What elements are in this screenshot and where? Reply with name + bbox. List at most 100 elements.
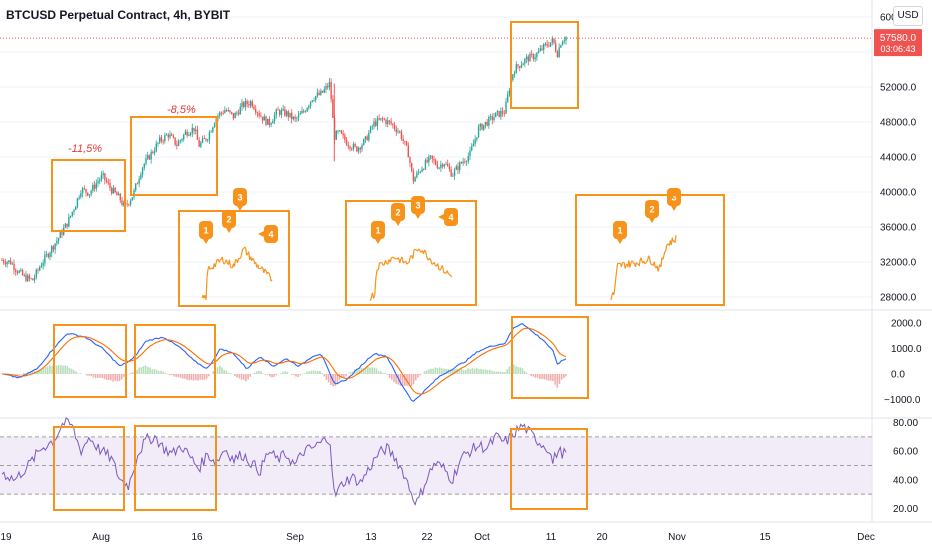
macd-histogram-bar: [201, 374, 204, 380]
candle-body: [23, 274, 25, 276]
macd-line: [1, 322, 567, 402]
candle-body: [435, 160, 437, 165]
candle-body: [486, 121, 488, 126]
fractal-line-2: [402, 261, 405, 264]
candle-body: [49, 253, 51, 258]
macd-histogram-bar: [269, 374, 271, 377]
macd-histogram-bar: [175, 374, 178, 378]
candle-body: [234, 113, 236, 119]
candle-body: [4, 262, 7, 265]
macd-histogram-bar: [282, 371, 284, 374]
candle-body: [505, 101, 507, 114]
candle-body: [277, 109, 279, 111]
candle-body: [191, 127, 193, 134]
candle-body: [54, 243, 56, 250]
candle-body: [500, 110, 502, 117]
candle-body: [177, 141, 180, 146]
time-axis[interactable]: 19 Aug 16 Sep 13 22 Oct 11 20 Nov 15 Dec: [0, 532, 874, 543]
macd-histogram-bar: [327, 374, 330, 383]
candle-body: [263, 116, 265, 121]
bubble-label: 1: [617, 226, 622, 236]
macd-histogram-bar: [118, 374, 121, 382]
candle-body: [6, 261, 8, 265]
macd-histogram-bar: [70, 368, 73, 374]
fractal-line-1: [221, 256, 224, 263]
bubble-tail: [649, 218, 655, 223]
macd-histogram-bar: [417, 374, 419, 378]
fractal-line-2: [406, 262, 409, 265]
candle-body: [9, 260, 12, 265]
candle-body: [15, 270, 17, 272]
candle-body: [339, 130, 341, 132]
candle-body: [273, 115, 276, 122]
macd-axis[interactable]: 2000.0 1000.0 0.0 −1000.0: [884, 319, 922, 407]
macd-histogram-bar: [144, 365, 147, 374]
bubble-tail: [617, 239, 623, 244]
macd-histogram-bar: [208, 374, 210, 377]
macd-histogram-bar: [436, 367, 439, 374]
candle-body: [30, 278, 32, 280]
fractal-line-2: [394, 257, 397, 260]
macd-histogram-bar: [42, 367, 45, 374]
candle-body: [556, 51, 559, 57]
candle-body: [201, 138, 204, 143]
macd-histogram-bar: [473, 368, 476, 374]
fractal-line-3: [665, 245, 668, 252]
macd-histogram-bar: [155, 369, 158, 374]
candle-body: [323, 89, 325, 93]
macd-histogram-bar: [186, 374, 188, 380]
macd-histogram-bar: [388, 374, 391, 379]
macd-histogram-bar: [97, 374, 99, 378]
candle-body: [270, 123, 272, 125]
fractal-line-2: [408, 255, 411, 263]
macd-histogram-bar: [284, 371, 286, 374]
bubble-tail: [415, 214, 421, 219]
candle-body: [241, 102, 243, 107]
highlight-boxes[interactable]: [51, 21, 725, 511]
candle-body: [188, 134, 190, 136]
candle-body: [150, 151, 152, 160]
macd-histogram-bar: [286, 371, 289, 374]
macd-histogram-bar: [358, 369, 360, 374]
candle-body: [255, 109, 257, 113]
bubble-label: 3: [237, 193, 242, 203]
rsi-axis[interactable]: 80.00 60.00 40.00 20.00: [893, 418, 918, 515]
fractal-line-1: [209, 267, 212, 270]
fractal-line-1: [267, 271, 270, 274]
macd-histogram-bar: [451, 369, 454, 374]
candle-body: [327, 85, 329, 88]
bubble-body: [222, 210, 236, 228]
currency-button[interactable]: USD: [893, 6, 923, 26]
candle-body: [148, 155, 151, 160]
candle-body: [465, 161, 468, 163]
candle-body: [236, 112, 238, 114]
percent-label: -8,5%: [167, 104, 196, 116]
macd-histogram-bar: [151, 369, 154, 374]
rsi-tick-label: 60.00: [893, 447, 918, 458]
macd-histogram-bar: [425, 370, 428, 374]
candle-body: [141, 167, 144, 175]
macd-histogram-bar: [64, 365, 66, 374]
macd-histogram-bar: [323, 374, 326, 377]
panel-separators: [0, 0, 932, 523]
macd-histogram-bar: [177, 374, 180, 378]
macd-tick-label: 1000.0: [891, 344, 922, 355]
fractal-bubble: 4: [438, 208, 458, 226]
fractal-line-3: [660, 257, 663, 267]
macd-histogram-bar: [517, 366, 519, 374]
candle-body: [116, 192, 118, 196]
fractal-line-1: [223, 261, 226, 265]
macd-histogram-bar: [190, 374, 193, 381]
macd-histogram-bar: [504, 371, 506, 374]
candle-body: [520, 65, 523, 68]
candle-body: [471, 146, 473, 151]
candle-body: [495, 112, 497, 118]
candle-body: [164, 134, 166, 142]
candle-body: [501, 110, 504, 114]
macd-histogram-bar: [484, 369, 487, 374]
candle-body: [309, 101, 312, 106]
macd-histogram-bar: [375, 368, 378, 374]
candle-body: [117, 193, 120, 196]
macd-histogram-bar: [441, 368, 443, 374]
